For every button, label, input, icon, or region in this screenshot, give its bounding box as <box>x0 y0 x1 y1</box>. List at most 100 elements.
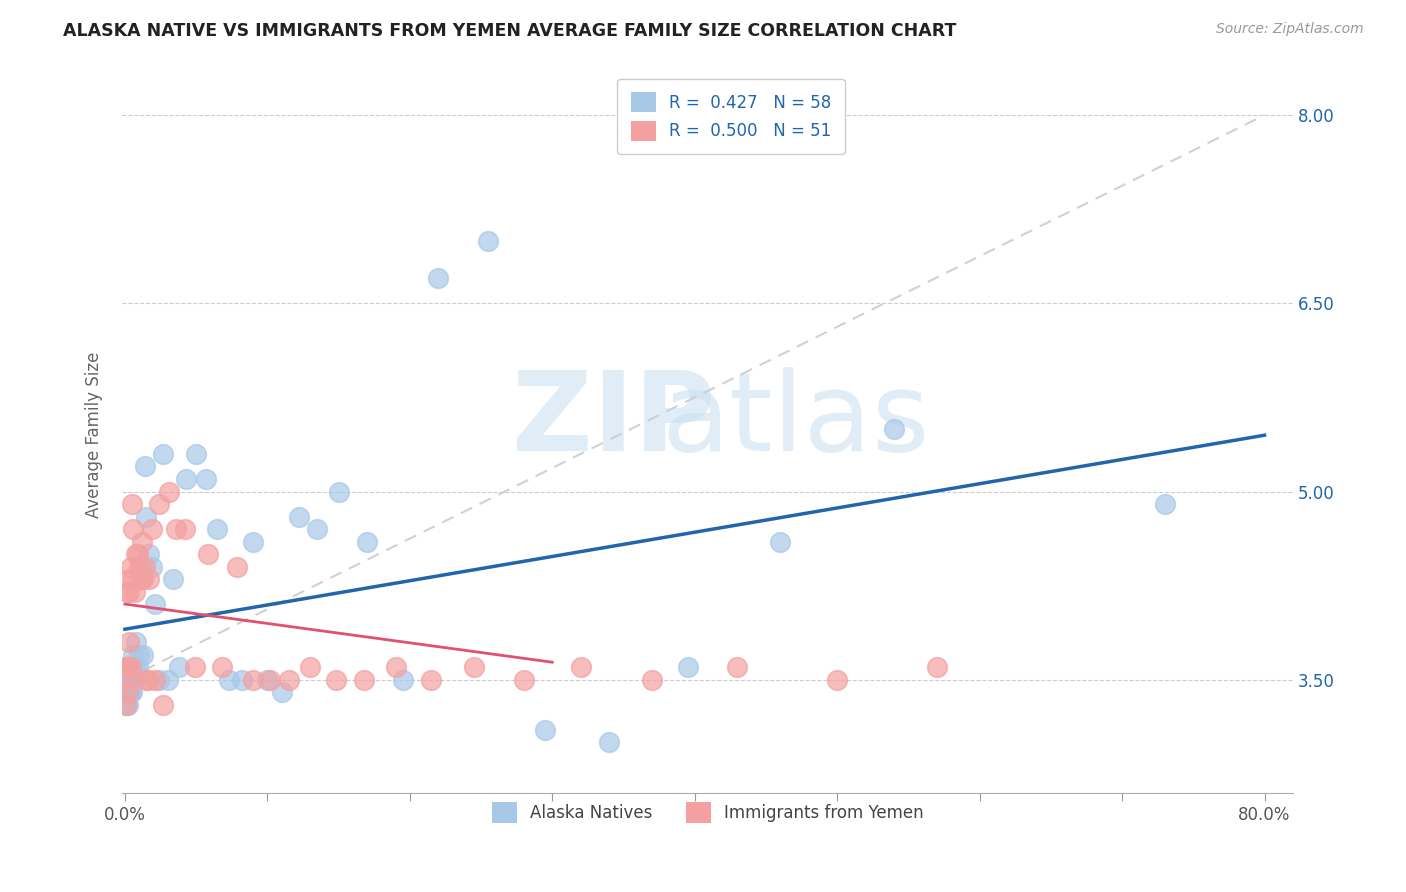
Point <box>122 648 145 662</box>
Text: ALASKA NATIVE VS IMMIGRANTS FROM YEMEN AVERAGE FAMILY SIZE CORRELATION CHART: ALASKA NATIVE VS IMMIGRANTS FROM YEMEN A… <box>63 22 956 40</box>
Point <box>167 660 190 674</box>
Point <box>195 472 218 486</box>
Point <box>115 685 138 699</box>
Point <box>121 673 143 687</box>
Point <box>174 472 197 486</box>
Point <box>152 447 174 461</box>
Point <box>120 660 142 674</box>
Point <box>118 635 141 649</box>
Point <box>1153 497 1175 511</box>
Point <box>135 673 157 687</box>
Point <box>117 673 139 687</box>
Point <box>242 673 264 687</box>
Point <box>883 422 905 436</box>
Point <box>120 685 142 699</box>
Point <box>117 660 139 674</box>
Point <box>427 271 450 285</box>
Point <box>420 673 443 687</box>
Point <box>165 522 187 536</box>
Point <box>513 673 536 687</box>
Point <box>825 673 848 687</box>
Point <box>125 547 148 561</box>
Point <box>242 534 264 549</box>
Point <box>328 484 350 499</box>
Point <box>391 673 413 687</box>
Point <box>121 497 143 511</box>
Point <box>218 673 240 687</box>
Text: ZIP: ZIP <box>512 368 716 475</box>
Point <box>197 547 219 561</box>
Point <box>118 685 141 699</box>
Text: atlas: atlas <box>661 368 929 475</box>
Point <box>148 497 170 511</box>
Point <box>259 673 281 687</box>
Point <box>115 698 138 712</box>
Point <box>125 635 148 649</box>
Point <box>118 585 141 599</box>
Point <box>769 534 792 549</box>
Point <box>115 673 138 687</box>
Point <box>122 673 145 687</box>
Point <box>134 559 156 574</box>
Point <box>162 572 184 586</box>
Point <box>138 572 160 586</box>
Point <box>128 648 150 662</box>
Point <box>122 522 145 536</box>
Point <box>138 547 160 561</box>
Text: Source: ZipAtlas.com: Source: ZipAtlas.com <box>1216 22 1364 37</box>
Point <box>124 585 146 599</box>
Point <box>135 509 157 524</box>
Point <box>127 547 149 561</box>
Point <box>141 522 163 536</box>
Point <box>277 673 299 687</box>
Point <box>131 572 153 586</box>
Point <box>183 660 205 674</box>
Point <box>299 660 322 674</box>
Point <box>569 660 592 674</box>
Point <box>117 685 139 699</box>
Point <box>124 660 146 674</box>
Point <box>141 559 163 574</box>
Point <box>148 673 170 687</box>
Point <box>134 459 156 474</box>
Point <box>121 660 143 674</box>
Point <box>463 660 485 674</box>
Point <box>131 534 153 549</box>
Point <box>115 698 138 712</box>
Point <box>118 572 141 586</box>
Point <box>117 685 139 699</box>
Point <box>122 572 145 586</box>
Point <box>641 673 664 687</box>
Point <box>117 698 139 712</box>
Point <box>143 673 166 687</box>
Point <box>129 559 152 574</box>
Point <box>114 673 136 687</box>
Point <box>156 673 179 687</box>
Point <box>127 660 149 674</box>
Point <box>598 735 620 749</box>
Point <box>115 660 138 674</box>
Point <box>353 673 375 687</box>
Point <box>307 522 329 536</box>
Point <box>173 522 195 536</box>
Point <box>356 534 378 549</box>
Point <box>132 572 155 586</box>
Point <box>143 598 166 612</box>
Point <box>184 447 207 461</box>
Point <box>118 660 141 674</box>
Point <box>115 585 138 599</box>
Y-axis label: Average Family Size: Average Family Size <box>86 351 103 518</box>
Point <box>727 660 749 674</box>
Point <box>157 484 180 499</box>
Point <box>118 673 141 687</box>
Point <box>120 559 142 574</box>
Point <box>270 685 292 699</box>
Point <box>128 559 150 574</box>
Point <box>325 673 347 687</box>
Legend: Alaska Natives, Immigrants from Yemen: Alaska Natives, Immigrants from Yemen <box>479 790 935 834</box>
Point <box>211 660 233 674</box>
Point <box>129 572 152 586</box>
Point <box>925 660 948 674</box>
Point <box>121 685 143 699</box>
Point <box>384 660 406 674</box>
